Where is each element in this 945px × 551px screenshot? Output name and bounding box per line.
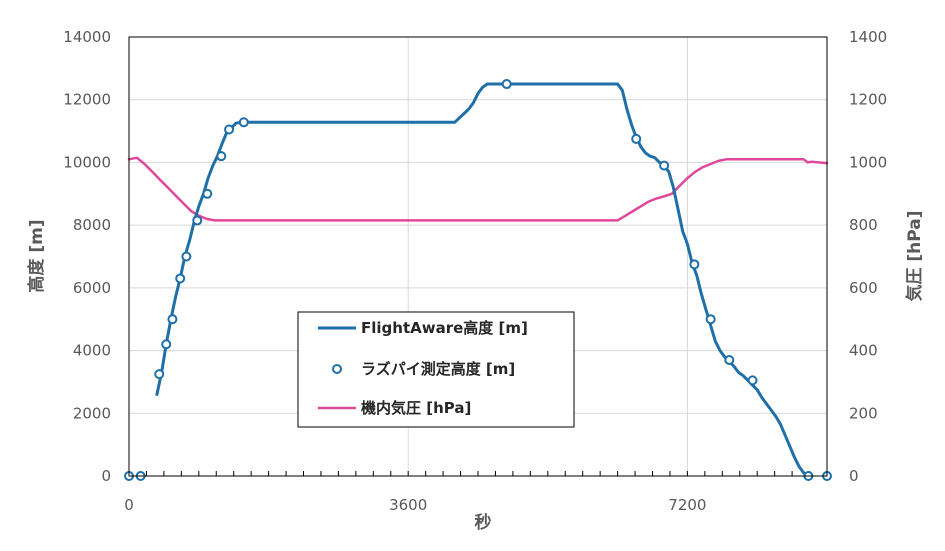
y-tick-label: 4000 <box>73 342 111 360</box>
y-tick-label: 10000 <box>63 153 111 171</box>
y-tick-label: 0 <box>101 467 111 485</box>
x-axis-ticks: 0 3600 7200 <box>124 471 828 514</box>
y2-tick-label: 400 <box>849 342 878 360</box>
gridlines <box>129 37 827 476</box>
x-tick-label: 7200 <box>668 496 706 514</box>
y-axis-left-title: 高度 [m] <box>26 219 47 292</box>
data-point-raspi <box>175 273 186 284</box>
legend-label-pressure: 機内気圧 [hPa] <box>361 399 471 417</box>
x-tick-label: 0 <box>124 496 134 514</box>
y2-tick-label: 200 <box>849 404 878 422</box>
legend-entry-flightaware: FlightAware高度 [m] <box>318 319 528 337</box>
y2-tick-label: 800 <box>849 216 878 234</box>
legend-entry-raspi: ラズパイ測定高度 [m] <box>332 360 515 378</box>
legend-label-raspi: ラズパイ測定高度 [m] <box>361 360 515 378</box>
data-point-raspi <box>631 133 642 144</box>
data-point-raspi <box>216 151 227 162</box>
y-tick-label: 12000 <box>63 91 111 109</box>
plot-area-border <box>128 36 828 477</box>
legend-entry-pressure: 機内気圧 [hPa] <box>318 399 471 417</box>
legend: FlightAware高度 [m] ラズパイ測定高度 [m] 機内気圧 [hPa… <box>297 311 575 428</box>
y-tick-label: 6000 <box>73 279 111 297</box>
data-point-raspi <box>181 251 192 262</box>
data-point-raspi <box>167 314 178 325</box>
data-point-raspi <box>202 188 213 199</box>
data-point-raspi <box>705 314 716 325</box>
y2-tick-label: 1000 <box>849 153 887 171</box>
series-line-pressure <box>127 156 829 222</box>
data-point-raspi <box>747 375 758 386</box>
y-axis-right-title: 気圧 [hPa] <box>904 210 925 302</box>
data-point-raspi <box>689 259 700 270</box>
data-point-raspi <box>724 354 735 365</box>
y-tick-label: 8000 <box>73 216 111 234</box>
data-point-raspi <box>659 160 670 171</box>
y-tick-label: 14000 <box>63 28 111 46</box>
x-tick-label: 3600 <box>389 496 427 514</box>
series-layer <box>124 79 832 481</box>
x-axis-title: 秒 <box>475 512 492 533</box>
data-point-raspi <box>154 369 165 380</box>
data-point-raspi <box>224 124 235 135</box>
y2-tick-label: 1400 <box>849 28 887 46</box>
data-point-raspi <box>238 117 249 128</box>
y-axis-right-ticks: 0 200 400 600 800 1000 1200 1400 <box>849 28 887 485</box>
data-point-raspi <box>501 79 512 90</box>
legend-label-flightaware: FlightAware高度 [m] <box>361 319 528 337</box>
data-point-raspi <box>192 215 203 226</box>
y-tick-label: 2000 <box>73 404 111 422</box>
y-axis-left-ticks: 0 2000 4000 6000 8000 10000 12000 14000 <box>63 28 111 485</box>
data-point-raspi <box>161 339 172 350</box>
legend-swatch-raspi <box>332 364 342 374</box>
y2-tick-label: 600 <box>849 279 878 297</box>
y2-tick-label: 0 <box>849 467 859 485</box>
y2-tick-label: 1200 <box>849 91 887 109</box>
series-line-flightaware <box>155 82 810 478</box>
